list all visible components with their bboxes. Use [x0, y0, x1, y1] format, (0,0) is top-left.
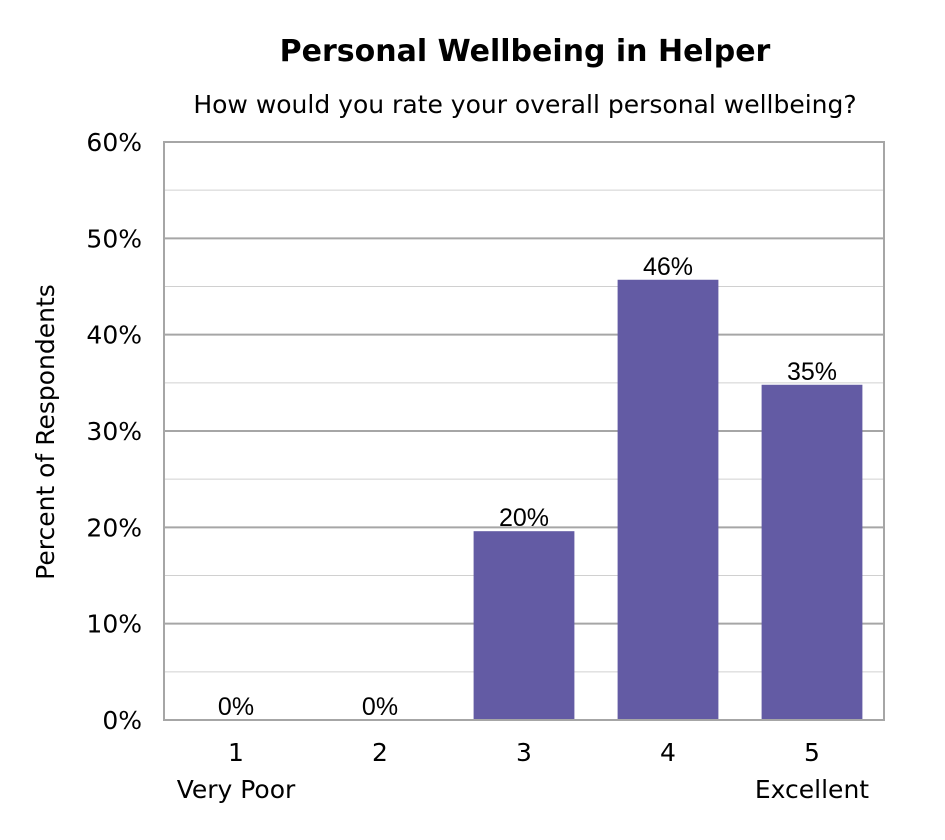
x-tick-label-2: 2 — [372, 738, 388, 767]
y-tick-label: 20% — [86, 513, 142, 542]
y-tick-label: 30% — [86, 417, 142, 446]
plot-frame — [163, 141, 885, 721]
x-tick-label-4: 4 — [660, 738, 676, 767]
x-tick-sublabel-1: Very Poor — [177, 775, 296, 804]
chart-title: Personal Wellbeing in Helper — [280, 34, 771, 69]
data-label-3: 20% — [499, 504, 549, 532]
data-label-4: 46% — [643, 253, 693, 281]
y-tick-label: 60% — [86, 128, 142, 157]
y-tick-label: 40% — [86, 321, 142, 350]
chart-subtitle: How would you rate your overall personal… — [193, 90, 856, 119]
bars-group — [473, 279, 863, 720]
y-tick-label: 10% — [86, 610, 142, 639]
y-tick-label: 0% — [102, 706, 142, 735]
x-tick-label-5: 5 — [804, 738, 820, 767]
data-label-2: 0% — [362, 693, 398, 721]
x-tick-label-1: 1 — [228, 738, 244, 767]
data-label-5: 35% — [787, 358, 837, 386]
y-axis-ticks: 0% 10% 20% 30% 40% 50% 60% — [86, 128, 142, 735]
bar-5 — [761, 384, 863, 720]
data-label-1: 0% — [218, 693, 254, 721]
bar-4 — [617, 279, 719, 720]
y-tick-label: 50% — [86, 224, 142, 253]
data-labels: 0% 0% 20% 46% 35% — [218, 253, 837, 721]
bar-3 — [473, 531, 575, 720]
y-axis-label: Percent of Respondents — [31, 284, 60, 580]
x-tick-label-3: 3 — [516, 738, 532, 767]
x-axis-ticks: 1 Very Poor 2 3 4 5 Excellent — [177, 738, 870, 804]
x-tick-sublabel-5: Excellent — [755, 775, 869, 804]
